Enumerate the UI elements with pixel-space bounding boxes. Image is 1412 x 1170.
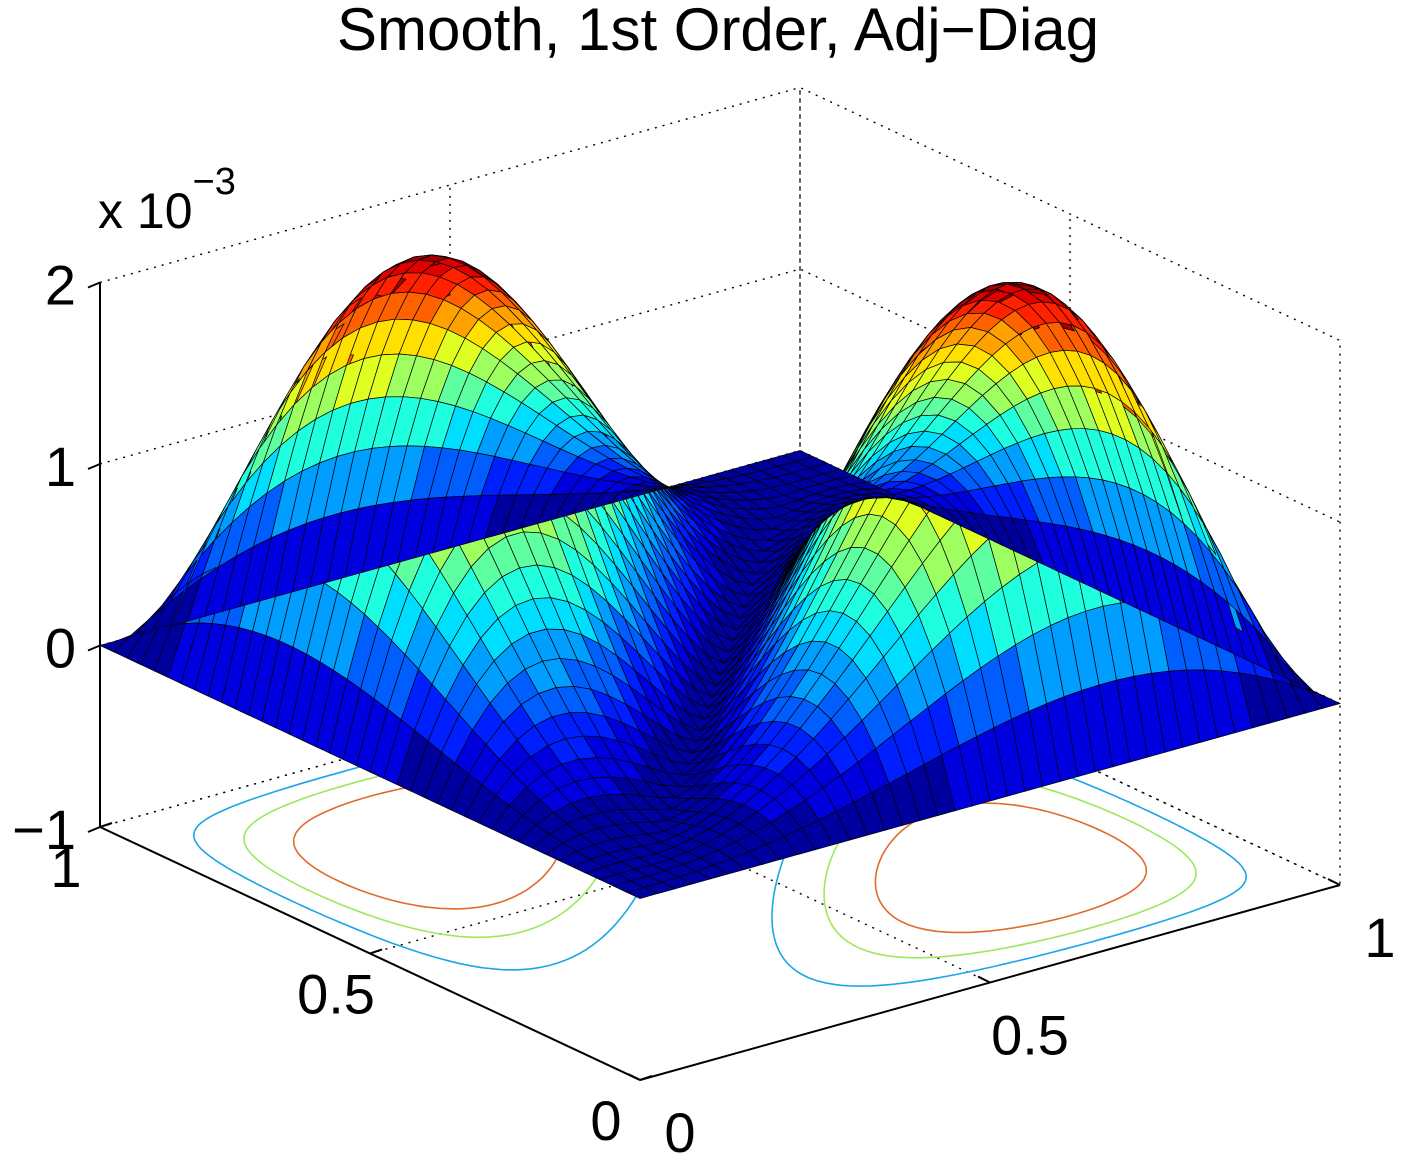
axis-ticks: −1 0 1 2 0 0.5 1 0 0.5 1: [12, 254, 1395, 1165]
z-exponent-base: x 10: [98, 183, 193, 239]
y-tick: [369, 948, 383, 955]
x-tick: [1327, 878, 1341, 886]
z-tick-label: 1: [45, 435, 76, 498]
y-tick: [99, 822, 113, 828]
x-tick: [977, 975, 991, 984]
z-tick: [87, 644, 101, 652]
y-grid-line: [639, 340, 1341, 1081]
y-tick-label: 0: [590, 1089, 621, 1152]
chart-title: Smooth, 1st Order, Adj−Diag: [337, 0, 1099, 63]
x-tick: [627, 1073, 641, 1081]
y-tick: [639, 1075, 653, 1081]
y-tick-label: 0.5: [297, 963, 375, 1026]
z-tick-label: −1: [12, 798, 76, 861]
z-tick: [87, 463, 101, 470]
z-exponent-label: x 10−3: [98, 161, 236, 239]
x-tick-label: 0.5: [991, 1004, 1069, 1067]
x-tick-label: 0: [664, 1101, 695, 1164]
surface-mesh: [98, 254, 1342, 899]
z-grid-line: [99, 86, 1341, 342]
z-tick-label: 2: [45, 254, 76, 317]
surface-cell: [98, 634, 132, 653]
z-tick-label: 0: [45, 617, 76, 680]
x-tick-label: 1: [1364, 906, 1395, 969]
z-tick: [87, 826, 101, 833]
y-tick-label: 1: [50, 836, 81, 899]
z-tick: [87, 281, 101, 289]
z-exponent-power: −3: [193, 161, 236, 203]
y-grid-line: [99, 87, 801, 828]
